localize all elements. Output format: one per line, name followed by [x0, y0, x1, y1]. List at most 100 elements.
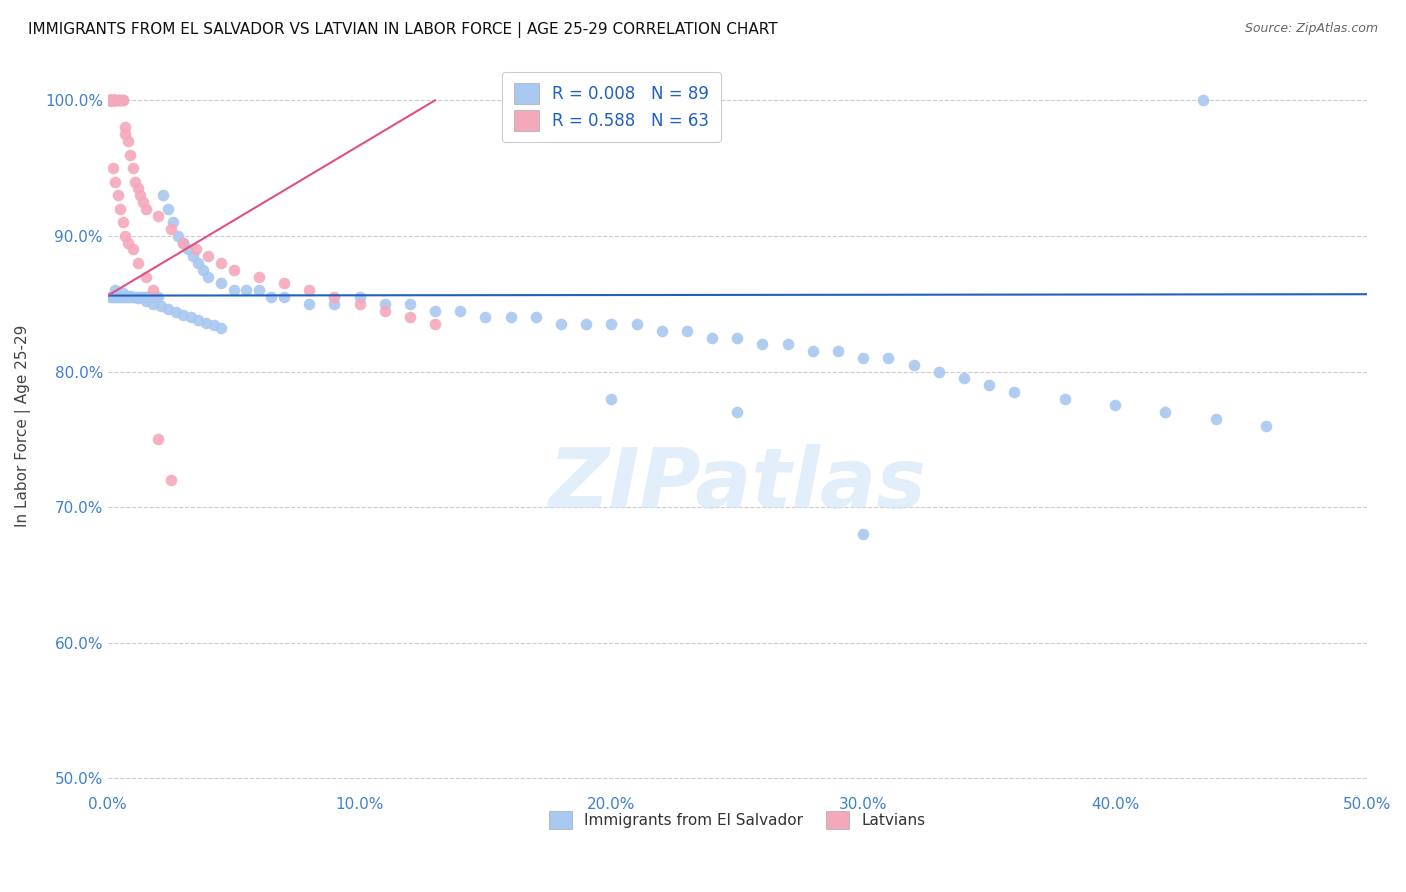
Point [298, 296, 321, 310]
Point [98, 93, 121, 107]
Point [110, 202, 132, 216]
Point [98, 93, 121, 107]
Point [104, 93, 127, 107]
Point [129, 290, 152, 304]
Point [676, 324, 699, 338]
Point [98, 93, 121, 107]
Point [145, 290, 167, 304]
Point [374, 303, 396, 318]
Point [146, 433, 169, 447]
Point [146, 290, 169, 304]
Point [152, 188, 174, 202]
Point [235, 283, 257, 297]
Point [1205, 412, 1227, 426]
Point [1254, 418, 1277, 433]
Point [142, 283, 165, 297]
Point [977, 378, 1000, 392]
Point [172, 235, 194, 250]
Point [165, 305, 187, 319]
Point [98, 93, 121, 107]
Point [120, 290, 142, 304]
Point [852, 351, 875, 365]
Point [449, 303, 471, 318]
Point [146, 209, 169, 223]
Point [928, 365, 950, 379]
Point [142, 296, 165, 310]
Point [157, 302, 180, 317]
Point [110, 290, 132, 304]
Point [149, 300, 172, 314]
Text: Source: ZipAtlas.com: Source: ZipAtlas.com [1244, 22, 1378, 36]
Point [139, 290, 162, 304]
Point [349, 296, 371, 310]
Point [159, 222, 181, 236]
Point [114, 290, 136, 304]
Point [903, 358, 925, 372]
Point [172, 235, 194, 250]
Point [575, 317, 598, 331]
Point [209, 256, 232, 270]
Point [776, 337, 799, 351]
Point [142, 290, 165, 304]
Point [349, 290, 371, 304]
Point [114, 120, 136, 135]
Point [98, 93, 121, 107]
Point [183, 249, 205, 263]
Point [247, 269, 270, 284]
Point [117, 235, 139, 250]
Point [197, 249, 219, 263]
Point [180, 310, 202, 325]
Text: IMMIGRANTS FROM EL SALVADOR VS LATVIAN IN LABOR FORCE | AGE 25-29 CORRELATION CH: IMMIGRANTS FROM EL SALVADOR VS LATVIAN I… [28, 22, 778, 38]
Point [159, 473, 181, 487]
Point [124, 290, 146, 304]
Point [98, 93, 121, 107]
Point [104, 175, 127, 189]
Point [98, 93, 121, 107]
Point [260, 290, 283, 304]
Point [120, 288, 142, 302]
Point [725, 405, 748, 419]
Point [127, 256, 149, 270]
Point [801, 344, 824, 359]
Point [184, 243, 207, 257]
Y-axis label: In Labor Force | Age 25-29: In Labor Force | Age 25-29 [15, 325, 31, 527]
Point [423, 317, 446, 331]
Point [117, 134, 139, 148]
Point [323, 296, 346, 310]
Point [135, 269, 157, 284]
Point [1154, 405, 1177, 419]
Point [132, 290, 155, 304]
Point [104, 283, 127, 297]
Point [114, 228, 136, 243]
Point [98, 93, 121, 107]
Point [135, 202, 157, 216]
Point [136, 290, 159, 304]
Point [135, 290, 157, 304]
Point [222, 262, 245, 277]
Point [600, 317, 623, 331]
Point [550, 317, 572, 331]
Point [98, 93, 121, 107]
Point [127, 291, 149, 305]
Point [298, 283, 321, 297]
Point [499, 310, 522, 325]
Point [132, 194, 155, 209]
Point [524, 310, 547, 325]
Point [600, 392, 623, 406]
Point [626, 317, 648, 331]
Point [98, 290, 121, 304]
Point [111, 93, 134, 107]
Point [104, 93, 127, 107]
Point [167, 228, 190, 243]
Point [101, 161, 124, 175]
Point [110, 93, 132, 107]
Point [111, 285, 134, 300]
Point [725, 331, 748, 345]
Point [202, 318, 225, 333]
Point [107, 290, 129, 304]
Point [104, 93, 127, 107]
Point [1002, 384, 1025, 399]
Point [1192, 93, 1215, 107]
Point [110, 93, 132, 107]
Point [101, 93, 124, 107]
